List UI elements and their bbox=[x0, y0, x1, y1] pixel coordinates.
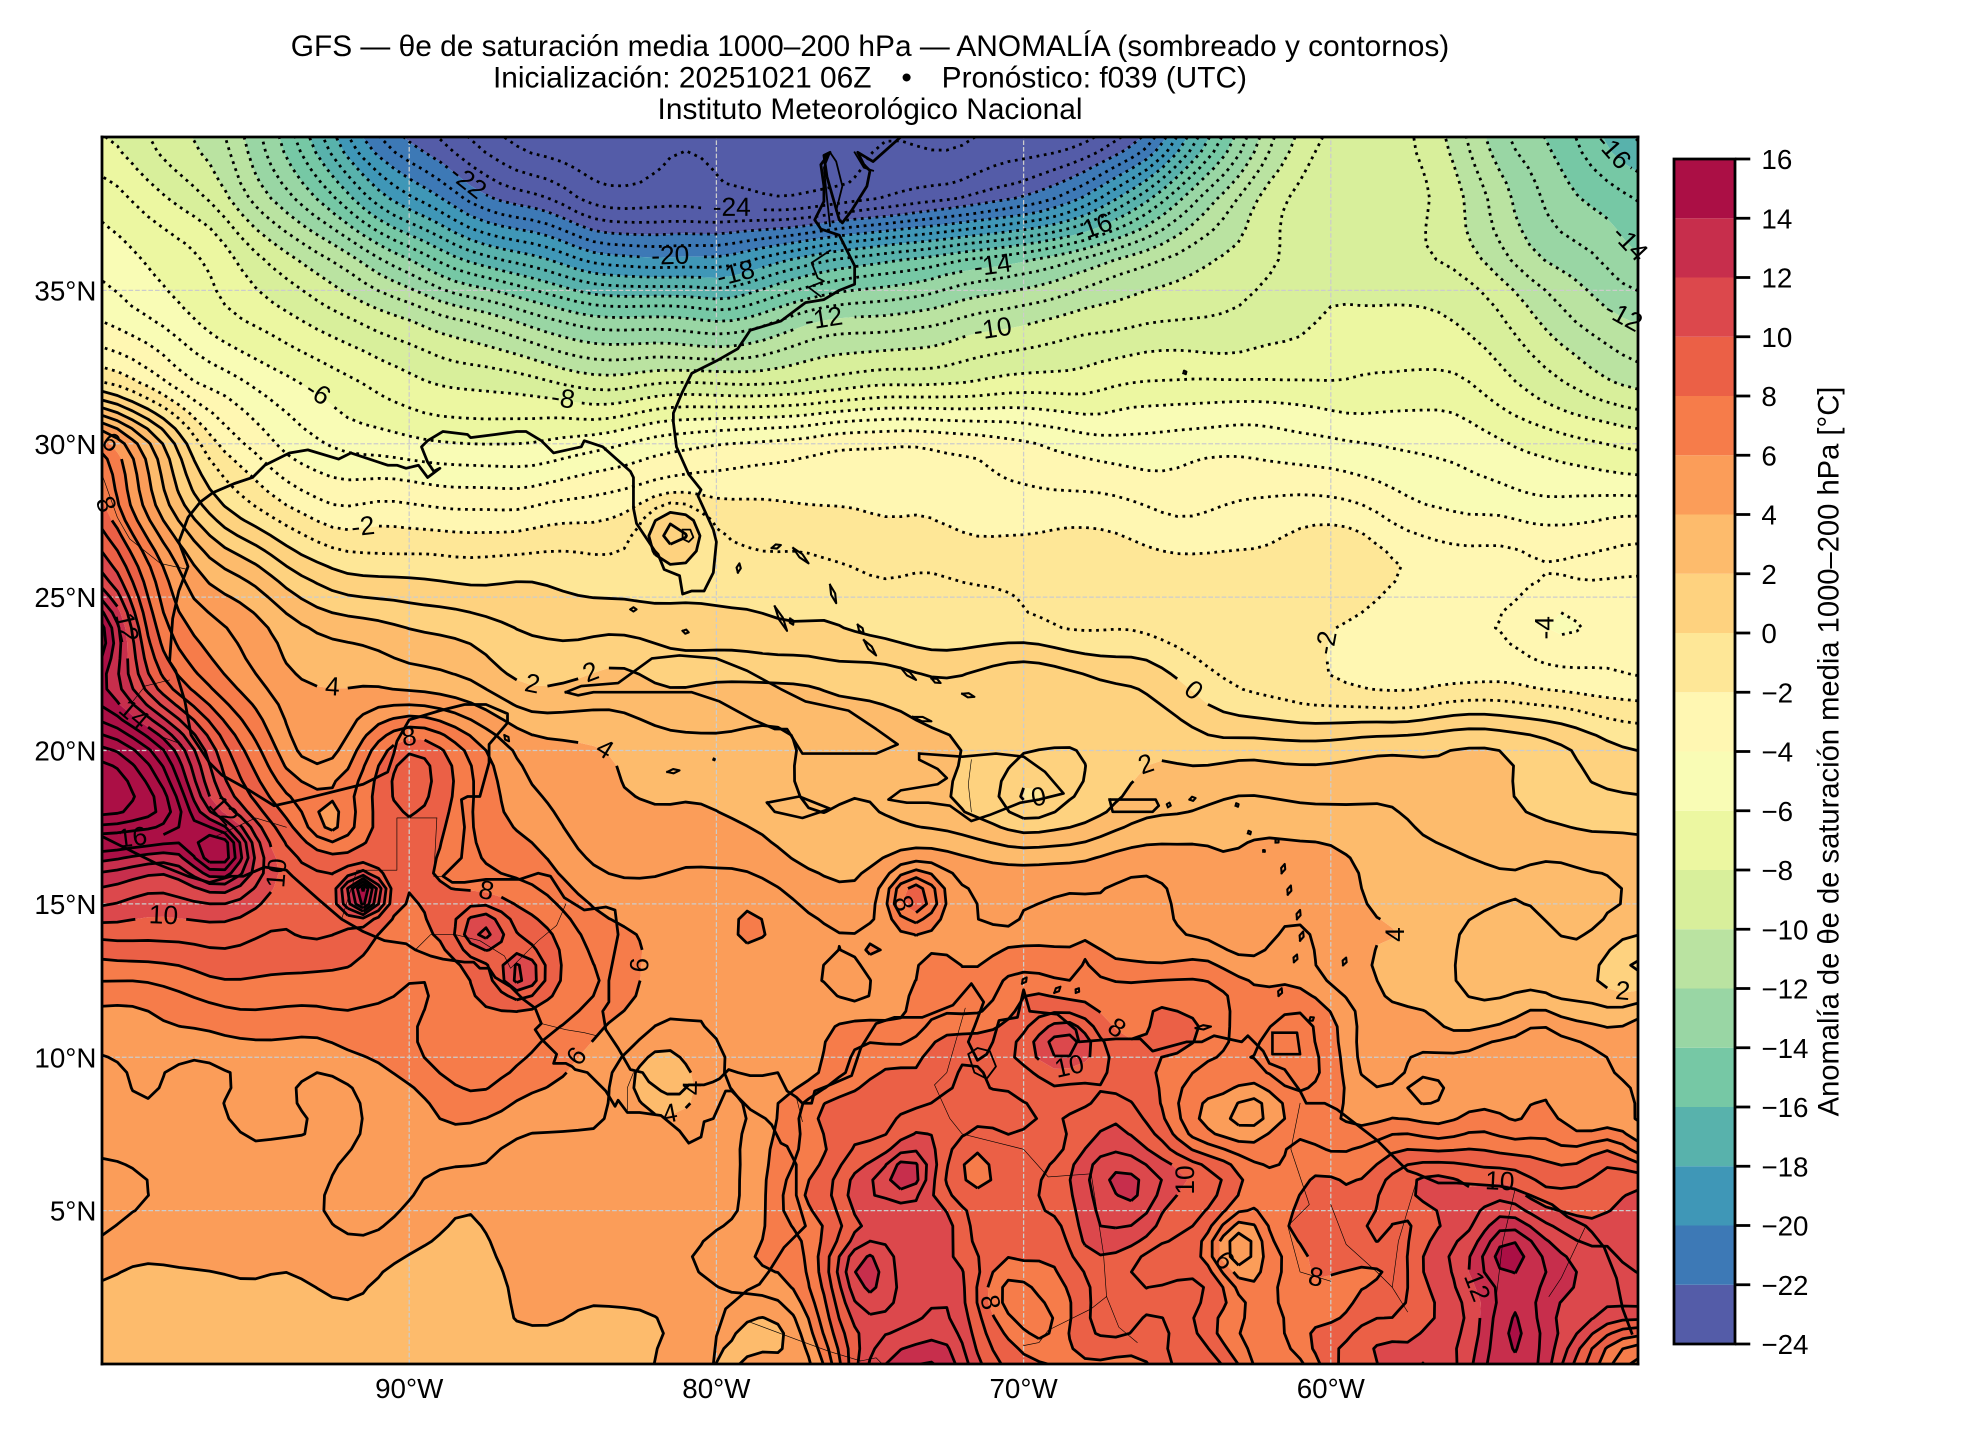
svg-text:−18: −18 bbox=[1761, 1151, 1808, 1182]
svg-text:10: 10 bbox=[1052, 1048, 1087, 1084]
svg-text:12: 12 bbox=[1761, 263, 1792, 294]
svg-text:20°N: 20°N bbox=[34, 736, 96, 767]
svg-text:4: 4 bbox=[677, 1080, 707, 1095]
svg-text:-10: -10 bbox=[971, 311, 1013, 346]
svg-text:-24: -24 bbox=[713, 192, 751, 222]
svg-text:10°N: 10°N bbox=[34, 1042, 96, 1073]
svg-text:5°N: 5°N bbox=[50, 1196, 97, 1227]
svg-text:−22: −22 bbox=[1761, 1270, 1808, 1301]
svg-text:6: 6 bbox=[624, 957, 655, 974]
svg-text:14: 14 bbox=[1761, 203, 1792, 234]
svg-text:2: 2 bbox=[1614, 975, 1631, 1006]
svg-text:16: 16 bbox=[1761, 144, 1792, 175]
svg-text:0: 0 bbox=[1029, 780, 1049, 812]
svg-text:10: 10 bbox=[1170, 1165, 1200, 1194]
svg-text:15°N: 15°N bbox=[34, 889, 96, 920]
svg-text:−24: −24 bbox=[1761, 1329, 1808, 1360]
svg-text:8: 8 bbox=[1761, 381, 1776, 412]
svg-text:4: 4 bbox=[1380, 927, 1410, 942]
svg-text:90°W: 90°W bbox=[375, 1373, 444, 1404]
svg-text:8: 8 bbox=[1306, 1261, 1325, 1293]
svg-text:−8: −8 bbox=[1761, 855, 1793, 886]
svg-text:-20: -20 bbox=[651, 239, 690, 270]
svg-text:80°W: 80°W bbox=[682, 1373, 751, 1404]
svg-text:10: 10 bbox=[260, 857, 292, 889]
svg-text:8: 8 bbox=[399, 720, 418, 752]
svg-text:-8: -8 bbox=[549, 381, 577, 414]
svg-text:35°N: 35°N bbox=[34, 275, 96, 306]
svg-text:−14: −14 bbox=[1761, 1033, 1808, 1064]
svg-text:6: 6 bbox=[1761, 440, 1776, 471]
svg-text:2: 2 bbox=[522, 667, 542, 699]
svg-text:8: 8 bbox=[476, 874, 497, 906]
svg-text:10: 10 bbox=[1484, 1165, 1515, 1196]
svg-text:-4: -4 bbox=[1530, 616, 1560, 639]
svg-text:-2: -2 bbox=[1309, 628, 1343, 657]
svg-text:4: 4 bbox=[1761, 500, 1776, 531]
svg-text:−16: −16 bbox=[1761, 1092, 1808, 1123]
svg-text:12: 12 bbox=[109, 610, 145, 645]
svg-text:10: 10 bbox=[148, 899, 179, 930]
svg-text:−2: −2 bbox=[1761, 677, 1793, 708]
svg-text:2: 2 bbox=[1761, 559, 1776, 590]
svg-text:−20: −20 bbox=[1761, 1211, 1808, 1242]
svg-text:-14: -14 bbox=[972, 247, 1014, 282]
svg-text:−10: −10 bbox=[1761, 914, 1808, 945]
svg-text:25°N: 25°N bbox=[34, 582, 96, 613]
svg-text:70°W: 70°W bbox=[989, 1373, 1058, 1404]
svg-text:8: 8 bbox=[974, 1292, 1006, 1312]
svg-text:4: 4 bbox=[324, 671, 340, 702]
svg-text:Instituto Meteorológico Nacion: Instituto Meteorológico Nacional bbox=[658, 93, 1083, 126]
svg-text:Inicialización: 20251021 06Z: Inicialización: 20251021 06Z • Pronóstic… bbox=[493, 61, 1247, 94]
svg-text:16: 16 bbox=[116, 820, 149, 853]
svg-text:−12: −12 bbox=[1761, 974, 1808, 1005]
svg-text:GFS — θe de saturación media 1: GFS — θe de saturación media 1000–200 hP… bbox=[291, 30, 1450, 63]
svg-text:−6: −6 bbox=[1761, 796, 1793, 827]
svg-text:−4: −4 bbox=[1761, 737, 1793, 768]
svg-text:Anomalía de θe de saturación m: Anomalía de θe de saturación media 1000–… bbox=[1813, 387, 1845, 1117]
svg-text:10: 10 bbox=[1761, 322, 1792, 353]
svg-text:4: 4 bbox=[660, 1097, 680, 1129]
svg-text:-12: -12 bbox=[802, 300, 844, 336]
svg-text:60°W: 60°W bbox=[1297, 1373, 1366, 1404]
svg-text:0: 0 bbox=[1761, 618, 1776, 649]
svg-text:30°N: 30°N bbox=[34, 429, 96, 460]
svg-text:-2: -2 bbox=[349, 510, 376, 543]
